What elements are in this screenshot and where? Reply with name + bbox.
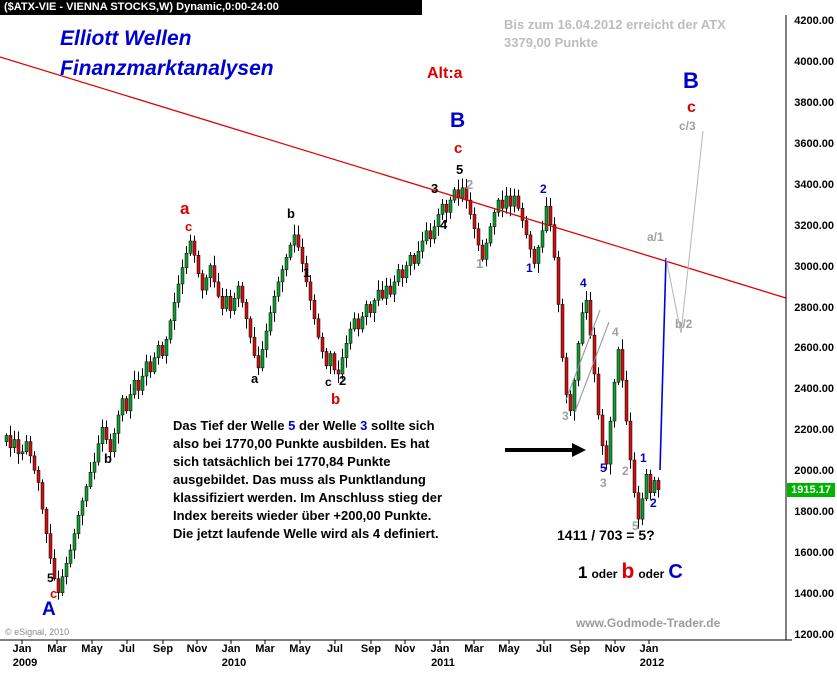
wave-label: 3 (562, 409, 569, 423)
year-label: 2011 (431, 657, 455, 669)
month-label: Mar (464, 643, 484, 655)
wave-label: 1 (526, 261, 533, 275)
month-label: Nov (394, 643, 416, 655)
month-label: Mar (255, 643, 275, 655)
wave-label: c (454, 140, 463, 157)
wave-label: 4 (612, 325, 619, 339)
price-axis-label: 2600.00 (794, 342, 834, 355)
ratio-note: 1411 / 703 = 5? (557, 527, 655, 543)
wave-label: c (185, 219, 193, 234)
wave-label: A (42, 599, 56, 620)
wave-label: 5 (632, 519, 639, 533)
wave-label: 5 (456, 162, 464, 177)
forecast-line-2: 3379,00 Punkte (504, 35, 598, 50)
price-axis-label: 2400.00 (794, 383, 834, 396)
price-axis-label: 3600.00 (794, 137, 834, 150)
wave-label: b (331, 391, 341, 408)
last-price-badge: 1915.17 (787, 482, 835, 497)
wave-label: c (50, 586, 58, 601)
price-axis-label: 3200.00 (794, 219, 834, 232)
wave-label: 2 (650, 496, 657, 510)
wave-label: 5 (47, 571, 54, 585)
price-axis-label: 1800.00 (794, 506, 834, 519)
price-axis-label: 4000.00 (794, 55, 834, 68)
year-label: 2010 (221, 657, 247, 669)
month-label: Jul (119, 643, 135, 655)
month-label: Jan (12, 643, 32, 655)
wave-label: B (450, 109, 466, 132)
month-label: Mar (47, 643, 67, 655)
month-label: Nov (604, 643, 626, 655)
wave-label: c/3 (679, 119, 696, 133)
month-label: May (498, 643, 520, 655)
forecast-note: Bis zum 16.04.2012 erreicht der ATX 3379… (504, 16, 726, 52)
month-label: May (81, 643, 103, 655)
wave-label: 4 (580, 276, 587, 290)
year-label: 2012 (639, 657, 665, 669)
price-axis-label: 1400.00 (794, 588, 834, 601)
wave-label: 2 (622, 464, 629, 478)
forecast-line-1: Bis zum 16.04.2012 erreicht der ATX (504, 17, 726, 32)
year-label: 2009 (12, 657, 38, 669)
price-axis-label: 2000.00 (794, 465, 834, 478)
month-label: Jan (221, 643, 241, 655)
wave-label: 2 (339, 373, 347, 388)
analysis-text: Das Tief der Welle 5 der Welle 3 sollte … (173, 418, 443, 541)
month-label: Jul (327, 643, 343, 655)
month-label: Sep (152, 643, 174, 655)
wave-label: b (287, 206, 295, 221)
wave-label: a (251, 371, 259, 386)
month-label: Nov (186, 643, 208, 655)
brand-line-2: Finanzmarktanalysen (60, 57, 274, 80)
month-label: Jan (639, 643, 659, 655)
price-axis-label: 2800.00 (794, 301, 834, 314)
watermark: www.Godmode-Trader.de (576, 616, 721, 630)
price-axis-label: 2200.00 (794, 424, 834, 437)
wave-label: 5 (600, 461, 607, 475)
wave-label: 1 (476, 256, 484, 271)
price-axis-label: 1200.00 (794, 629, 834, 641)
wave-label: a/1 (647, 230, 664, 244)
price-axis-label: 3000.00 (794, 260, 834, 273)
wave-label: 2 (466, 177, 474, 192)
wave-label: c (325, 375, 332, 389)
wave-label: B (683, 68, 699, 93)
month-label: Sep (569, 643, 591, 655)
wave-label: Alt:a (427, 65, 463, 82)
wave-label: 3 (600, 476, 607, 490)
wave-label: 1 (640, 451, 647, 465)
price-axis-label: 3800.00 (794, 96, 834, 109)
scenario-label: 1 oder b oder C (578, 560, 683, 583)
wave-label: 3 (431, 181, 439, 196)
wave-label: b (104, 451, 112, 466)
month-label: Jan (430, 643, 450, 655)
brand-text: Elliott Wellen Finanzmarktanalysen (60, 24, 274, 84)
wave-label: a (180, 199, 190, 218)
brand-line-1: Elliott Wellen (60, 27, 192, 50)
price-axis-label: 3400.00 (794, 178, 834, 191)
copyright: © eSignal, 2010 (5, 627, 70, 637)
month-label: Sep (360, 643, 382, 655)
window-title: ($ATX-VIE - VIENNA STOCKS,W) Dynamic,0:0… (0, 0, 422, 15)
wave-label: b/2 (675, 317, 693, 331)
wave-label: 4 (440, 217, 448, 232)
wave-label: 2 (540, 182, 547, 196)
price-axis-label: 4200.00 (794, 15, 834, 27)
wave-label: 1 (303, 265, 311, 280)
wave-label: c (687, 99, 696, 116)
price-axis-label: 1600.00 (794, 547, 834, 560)
month-label: May (289, 643, 311, 655)
month-label: Jul (536, 643, 552, 655)
